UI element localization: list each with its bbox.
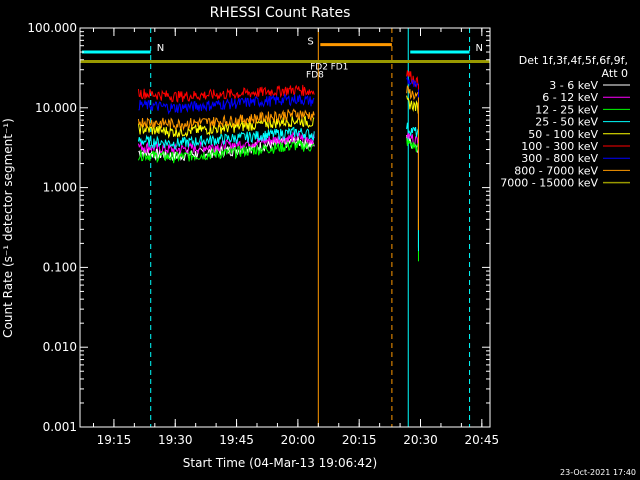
timestamp: 23-Oct-2021 17:40: [560, 468, 636, 477]
y-axis: 0.001 0.010 0.100 1.000 10.000 100.000: [27, 21, 490, 434]
legend-label-4: 25 - 50 keV: [535, 116, 598, 129]
y-tick-label-5: 10.000: [35, 101, 77, 115]
legend: Det 1f,3f,4f,5f,6f,9f, Att 0 3 - 6 keV6 …: [500, 54, 630, 190]
legend-header-line-1: Det 1f,3f,4f,5f,6f,9f,: [519, 54, 628, 67]
legend-header-line-2: Att 0: [602, 67, 628, 80]
legend-label-6: 100 - 300 keV: [521, 140, 598, 153]
legend-label-2: 6 - 12 keV: [542, 91, 598, 104]
x-tick-label-4: 20:00: [281, 433, 316, 447]
legend-label-8: 800 - 7000 keV: [514, 164, 598, 177]
y-tick-label-3: 0.100: [43, 260, 77, 274]
legend-label-9: 7000 - 15000 keV: [500, 177, 598, 190]
y-tick-label-2: 0.010: [43, 340, 77, 354]
x-tick-label-5: 20:15: [342, 433, 377, 447]
y-tick-label-1: 0.001: [43, 420, 77, 434]
plot-frame: [79, 27, 491, 428]
annotation-label-2: N: [476, 43, 483, 54]
x-tick-label-2: 19:30: [158, 433, 193, 447]
series-line-7: [138, 75, 419, 115]
x-tick-label-6: 20:30: [403, 433, 438, 447]
y-tick-label-6: 100.000: [27, 21, 77, 35]
legend-label-7: 300 - 800 keV: [521, 152, 598, 165]
x-tick-label-3: 19:45: [219, 433, 254, 447]
annotation-label-6: FD8: [306, 70, 324, 80]
annotation-label-5: FD2: [310, 63, 328, 73]
x-tick-label-1: 19:15: [97, 433, 132, 447]
x-axis: 19:15 19:30 19:45 20:00 20:15 20:30 20:45: [79, 27, 500, 447]
legend-label-1: 3 - 6 keV: [549, 79, 598, 92]
series-line-5: [137, 95, 419, 139]
legend-label-3: 12 - 25 keV: [535, 103, 598, 116]
annotation-label-1: N: [157, 43, 164, 54]
y-axis-label: Count Rate (s⁻¹ detector segment⁻¹): [1, 118, 15, 338]
x-axis-label: Start Time (04-Mar-13 19:06:42): [183, 456, 377, 470]
series-line-3: [137, 138, 419, 164]
series-line-6: [137, 70, 419, 103]
annotation-label-4: FD1: [331, 63, 349, 73]
annotation-label-3: S: [307, 37, 313, 48]
series-line-4: [137, 122, 419, 151]
x-tick-label-7: 20:45: [465, 433, 500, 447]
series-line-8: [137, 85, 419, 132]
y-tick-label-4: 1.000: [43, 181, 77, 195]
legend-label-5: 50 - 100 keV: [528, 128, 598, 141]
chart-title: RHESSI Count Rates: [210, 5, 351, 21]
